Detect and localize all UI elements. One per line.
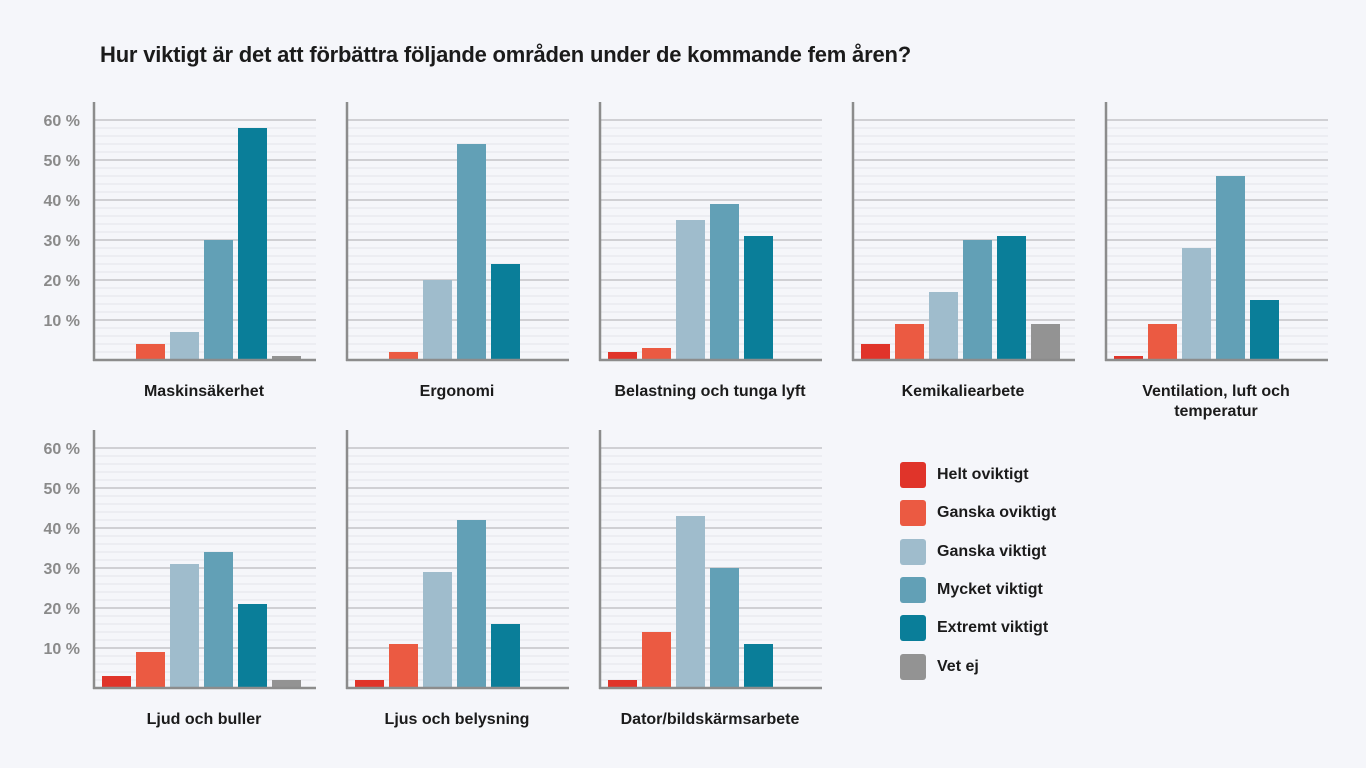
bar [861, 344, 890, 360]
legend: Helt oviktigt Ganska oviktigt Ganska vik… [900, 456, 1056, 686]
legend-swatch [900, 538, 926, 565]
panel: 10 % 20 % 30 % 40 % 50 % 60 % Maskinsäkerhet [44, 102, 316, 400]
legend-item: Vet ej [900, 647, 1056, 685]
legend-label: Vet ej [937, 657, 979, 675]
legend-swatch [900, 500, 926, 527]
bar [642, 348, 671, 360]
panel: Ergonomi [345, 102, 569, 400]
category-label: Ljus och belysning [385, 711, 530, 728]
bar [963, 240, 992, 360]
category-label: Maskinsäkerhet [144, 383, 265, 400]
bar [272, 356, 301, 360]
bar [1114, 356, 1143, 360]
y-tick-label: 30 % [44, 233, 80, 250]
bar [457, 520, 486, 688]
bar [238, 128, 267, 360]
legend-label: Mycket viktigt [937, 581, 1043, 599]
legend-swatch [900, 653, 926, 680]
legend-item: Mycket viktigt [900, 571, 1056, 609]
bar [1216, 176, 1245, 360]
bar [423, 572, 452, 688]
legend-label: Helt oviktigt [937, 466, 1029, 484]
legend-item: Helt oviktigt [900, 456, 1056, 494]
y-tick-label: 60 % [44, 441, 80, 458]
panel: 10 % 20 % 30 % 40 % 50 % 60 % Ljud och buller [44, 430, 316, 728]
bar [170, 564, 199, 688]
legend-label: Ganska oviktigt [937, 504, 1057, 522]
legend-swatch [900, 615, 926, 642]
bar [272, 680, 301, 688]
legend-label: Extremt viktigt [937, 619, 1049, 637]
bar [710, 204, 739, 360]
bar [102, 676, 131, 688]
bar [136, 344, 165, 360]
panel: Ventilation, luft och temperatur [1104, 102, 1328, 420]
y-tick-label: 20 % [44, 273, 80, 290]
bar [1148, 324, 1177, 360]
panel: Belastning och tunga lyft [598, 102, 822, 400]
bar [710, 568, 739, 688]
panel: Kemikaliearbete [851, 102, 1075, 400]
y-tick-label: 30 % [44, 561, 80, 578]
legend-item: Ganska viktigt [900, 533, 1056, 571]
category-label: Ljud och buller [147, 711, 262, 728]
bar [136, 652, 165, 688]
legend-label: Ganska viktigt [937, 542, 1047, 560]
bar [744, 644, 773, 688]
y-tick-label: 10 % [44, 641, 80, 658]
legend-swatch [900, 462, 926, 489]
bar [895, 324, 924, 360]
bar [1182, 248, 1211, 360]
bar [355, 680, 384, 688]
chart-title: Hur viktigt är det att förbättra följand… [100, 42, 911, 67]
bar [170, 332, 199, 360]
bar [389, 352, 418, 360]
y-tick-label: 40 % [44, 193, 80, 210]
bar [608, 352, 637, 360]
bar [204, 240, 233, 360]
legend-item: Extremt viktigt [900, 609, 1056, 647]
bar [491, 624, 520, 688]
category-label: Kemikaliearbete [902, 383, 1025, 400]
category-label: Ventilation, luft och [1142, 383, 1290, 400]
bar [1031, 324, 1060, 360]
bar [608, 680, 637, 688]
panel: Ljus och belysning [345, 430, 569, 728]
category-label: Belastning och tunga lyft [614, 383, 806, 400]
legend-item: Ganska oviktigt [900, 494, 1056, 532]
bar [744, 236, 773, 360]
bar [676, 220, 705, 360]
bar [457, 144, 486, 360]
bar [204, 552, 233, 688]
y-tick-label: 50 % [44, 481, 80, 498]
y-tick-label: 20 % [44, 601, 80, 618]
y-tick-label: 60 % [44, 113, 80, 130]
bar [642, 632, 671, 688]
bar [491, 264, 520, 360]
bar [676, 516, 705, 688]
bar [238, 604, 267, 688]
category-label: temperatur [1174, 403, 1258, 420]
bar [1250, 300, 1279, 360]
bar [929, 292, 958, 360]
bar [389, 644, 418, 688]
panel: Dator/bildskärmsarbete [598, 430, 822, 728]
y-tick-label: 50 % [44, 153, 80, 170]
bar [997, 236, 1026, 360]
category-label: Ergonomi [420, 383, 495, 400]
legend-swatch [900, 577, 926, 604]
category-label: Dator/bildskärmsarbete [621, 711, 800, 728]
y-tick-label: 40 % [44, 521, 80, 538]
bar [423, 280, 452, 360]
y-tick-label: 10 % [44, 313, 80, 330]
